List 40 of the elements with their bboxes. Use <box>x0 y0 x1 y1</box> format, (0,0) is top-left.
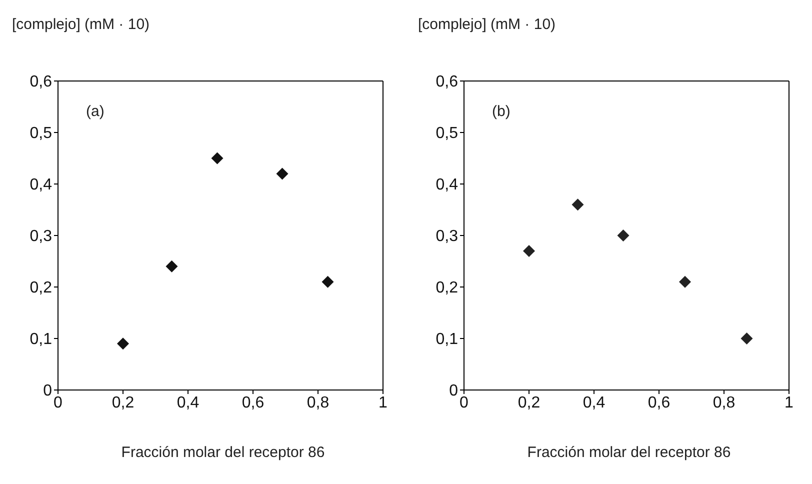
annotation: (b) <box>492 103 510 120</box>
point <box>679 276 691 288</box>
y-tick-label: 0,1 <box>30 331 52 348</box>
x-tick-label: 0,4 <box>582 394 606 412</box>
y-tick-label: 0,6 <box>30 74 52 91</box>
annotation: (a) <box>86 103 104 120</box>
point <box>523 244 535 257</box>
y-tick-label: 0 <box>449 382 458 400</box>
x-tick-label: 0,4 <box>176 394 200 412</box>
x-tick-label: 0,2 <box>518 394 540 412</box>
x-tick-label: 0,8 <box>712 394 736 412</box>
point <box>211 152 224 164</box>
y-axis-title: [complejo] (mM · 10) <box>418 16 556 33</box>
point <box>740 332 753 344</box>
y-tick-label: 0,4 <box>436 176 458 194</box>
x-tick-label: 0,6 <box>648 394 670 412</box>
y-tick-label: 0,5 <box>436 125 458 142</box>
x-axis-title: Fracción molar del receptor 86 <box>526 444 732 461</box>
y-tick-label: 0,3 <box>30 228 52 246</box>
point <box>117 338 129 350</box>
x-axis-title: Fracción molar del receptor 86 <box>120 444 326 461</box>
y-tick-label: 0,4 <box>30 176 52 194</box>
x-tick-label: 0,6 <box>242 394 264 412</box>
y-tick-label: 0,2 <box>30 280 52 297</box>
point <box>166 260 178 272</box>
y-tick-label: 0,5 <box>30 125 52 142</box>
point <box>276 168 288 180</box>
x-tick-label: 1 <box>378 394 388 412</box>
y-tick-label: 0,2 <box>436 280 458 297</box>
point <box>617 230 630 242</box>
x-tick-label: 0,8 <box>306 394 330 412</box>
y-tick-label: 0,3 <box>436 228 458 246</box>
point <box>322 276 334 288</box>
y-tick-label: 0,6 <box>436 74 458 91</box>
x-tick-label: 0,2 <box>112 394 134 412</box>
y-tick-label: 0,1 <box>436 331 458 348</box>
x-tick-label: 1 <box>784 394 794 412</box>
point <box>572 198 584 211</box>
y-tick-label: 0 <box>43 382 52 400</box>
y-axis-title: [complejo] (mM · 10) <box>12 16 150 33</box>
